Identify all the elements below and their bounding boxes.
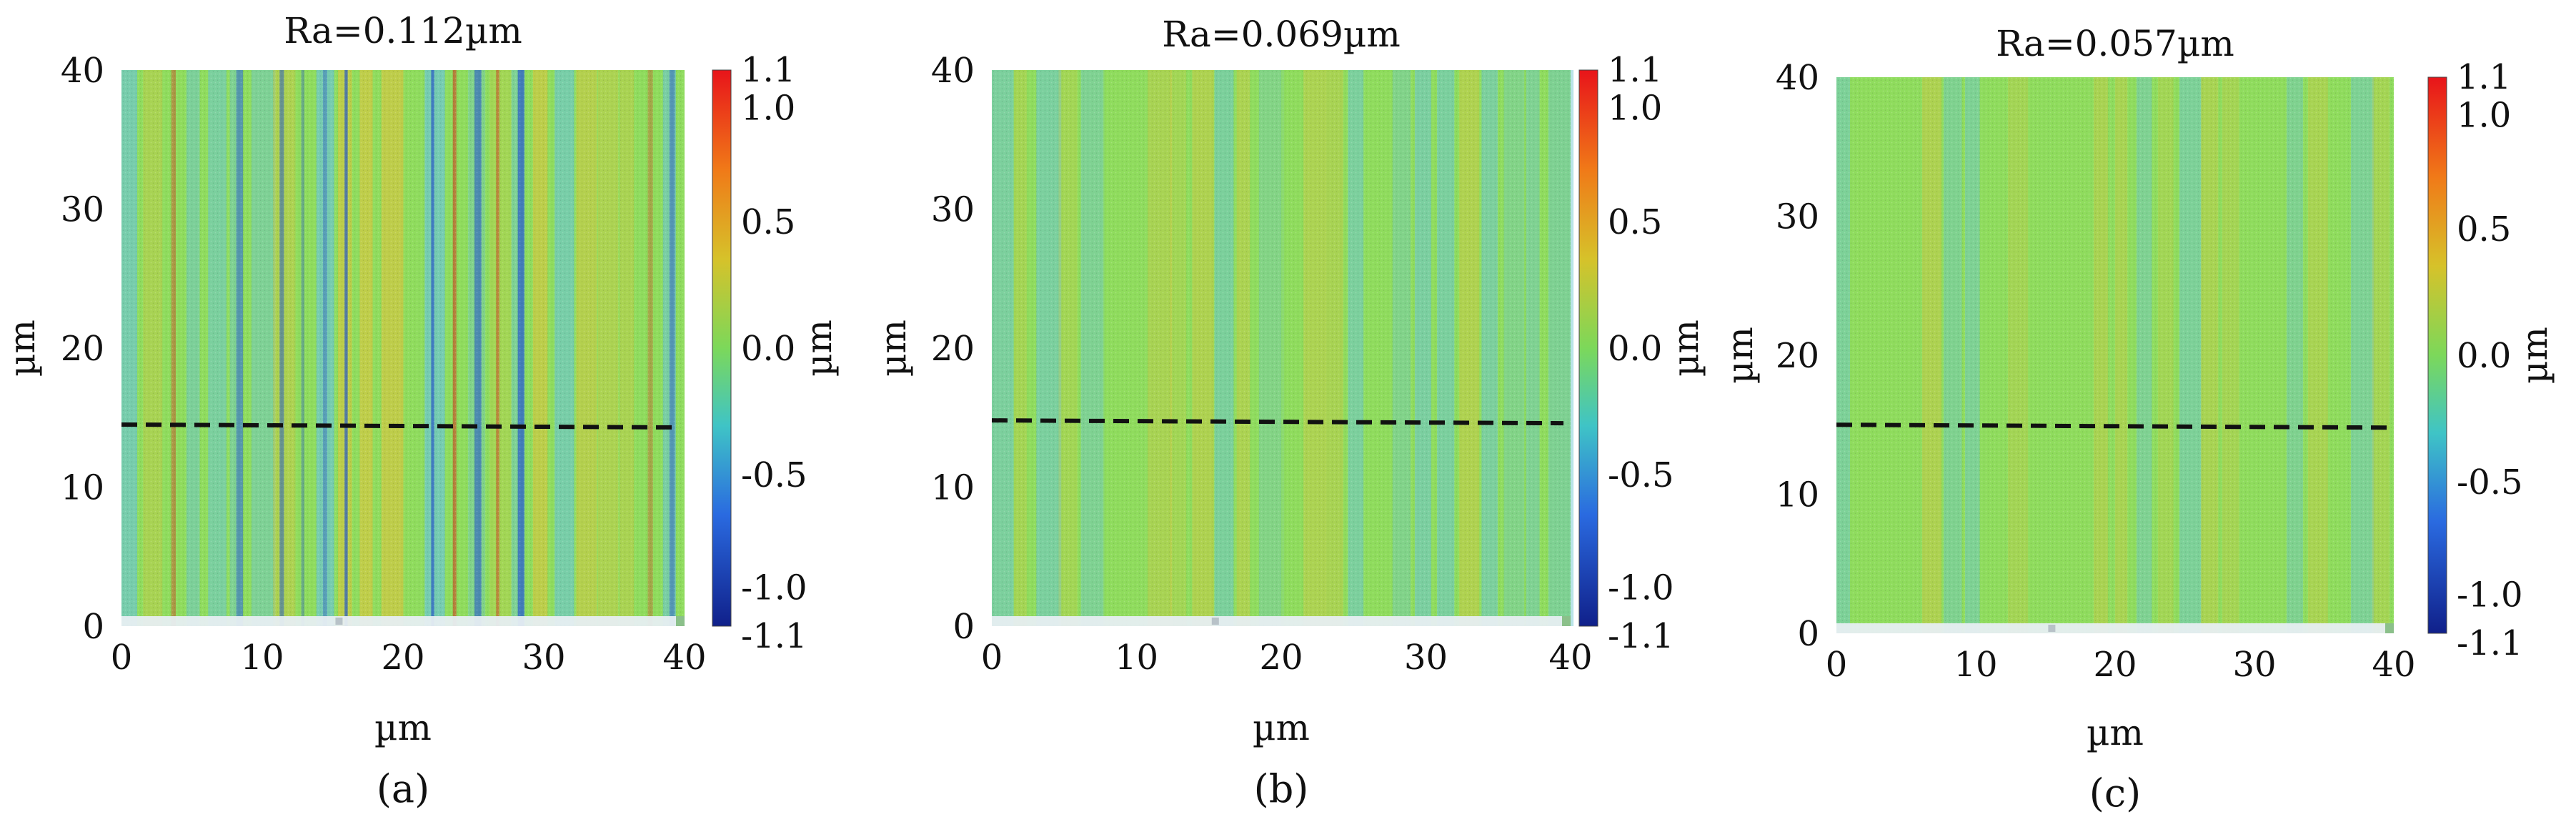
panel-title: Ra=0.112µm xyxy=(284,10,522,51)
colorbar-tick-label: 1.1 xyxy=(1608,50,1662,90)
scrollbar-track[interactable] xyxy=(121,616,685,626)
colorbar-tick-label: 0.5 xyxy=(741,202,795,242)
colorbar-tick-label: -1.1 xyxy=(1608,616,1674,656)
colorbar-tick-label: 1.0 xyxy=(1608,88,1662,128)
y-tick-label: 40 xyxy=(61,51,104,91)
panel-label: (b) xyxy=(1254,766,1309,811)
x-axis-label: µm xyxy=(2087,712,2144,753)
panel-1: Ra=0.112µm 0 10 20 30 40 0 10 20 30 40 µm µm (a) 1.11.… xyxy=(1,10,840,811)
colorbar-tick-label: -0.5 xyxy=(741,455,807,495)
y-tick-label: 0 xyxy=(1797,614,1819,654)
y-tick-label: 20 xyxy=(931,329,975,369)
panel-title: Ra=0.069µm xyxy=(1162,14,1401,55)
colorbar-tick-label: 1.1 xyxy=(741,50,795,90)
scrollbar-thumb[interactable] xyxy=(1211,618,1219,625)
x-tick-label: 30 xyxy=(522,638,565,678)
colorbar-tick-label: -1.1 xyxy=(2457,623,2523,663)
y-tick-label: 20 xyxy=(61,329,104,369)
colorbar-tick-label: -1.0 xyxy=(2457,575,2523,615)
profile-line xyxy=(991,418,1564,426)
colorbar-tick-label: 0.5 xyxy=(1608,202,1662,242)
colorbar-tick-label: 1.0 xyxy=(2457,95,2511,135)
y-tick-label: 10 xyxy=(931,468,975,508)
surface-grain xyxy=(1836,77,2394,633)
surface-heatmap xyxy=(1836,77,2394,633)
surface-grain xyxy=(121,70,685,626)
x-tick-label: 20 xyxy=(2093,645,2137,685)
y-tick-label: 40 xyxy=(931,51,975,91)
y-tick-label: 30 xyxy=(931,190,975,230)
colorbar-tick-label: -0.5 xyxy=(1608,455,1674,495)
y-tick-label: 40 xyxy=(1776,58,1819,98)
x-tick-label: 40 xyxy=(662,638,706,678)
scrollbar-corner-icon[interactable] xyxy=(2385,623,2394,633)
y-tick-label: 0 xyxy=(82,607,104,647)
colorbar-label: µm xyxy=(798,320,840,377)
y-tick-label: 30 xyxy=(1776,197,1819,237)
colorbar-tick-label: 0.5 xyxy=(2457,209,2511,249)
scrollbar-corner-icon[interactable] xyxy=(1562,616,1571,626)
x-tick-label: 30 xyxy=(2232,645,2276,685)
x-tick-label: 10 xyxy=(240,638,284,678)
panel-3: Ra=0.057µm 0 10 20 30 40 0 10 20 30 40 µm µm (c) 1.11.… xyxy=(1719,23,2555,816)
colorbar-tick-label: 1.1 xyxy=(2457,57,2511,97)
panel-2: Ra=0.069µm 0 10 20 30 40 0 10 20 30 40 µm µm (b) 1.11.… xyxy=(872,14,1706,811)
y-axis-label: µm xyxy=(872,320,914,377)
surface-heatmap xyxy=(121,70,685,626)
colorbar-tick-label: 0.0 xyxy=(1608,329,1662,369)
colorbar-tick-label: -1.0 xyxy=(741,568,807,608)
panel-title: Ra=0.057µm xyxy=(1996,23,2234,64)
profile-line xyxy=(1836,422,2387,430)
colorbar xyxy=(2427,76,2447,634)
x-tick-label: 0 xyxy=(111,638,133,678)
x-tick-label: 40 xyxy=(2372,645,2415,685)
y-tick-label: 10 xyxy=(61,468,104,508)
colorbar-tick-label: -0.5 xyxy=(2457,462,2523,502)
surface-heatmap xyxy=(992,70,1574,626)
colorbar-tick-label: 1.0 xyxy=(741,88,795,128)
scrollbar-corner-icon[interactable] xyxy=(676,616,685,626)
scrollbar-thumb[interactable] xyxy=(2048,625,2056,632)
x-tick-label: 0 xyxy=(1826,645,1848,685)
colorbar-tick-label: 0.0 xyxy=(741,329,795,369)
colorbar xyxy=(1578,69,1598,627)
colorbar-tick-label: -1.0 xyxy=(1608,568,1674,608)
scrollbar-track[interactable] xyxy=(1836,623,2394,633)
scrollbar-track[interactable] xyxy=(992,616,1571,626)
panel-label: (a) xyxy=(377,766,429,811)
colorbar-tick-label: -1.1 xyxy=(741,616,807,656)
y-axis-label: µm xyxy=(1,320,43,377)
x-tick-label: 40 xyxy=(1548,638,1592,678)
y-axis-label: µm xyxy=(1719,327,1761,384)
surface-grain xyxy=(992,70,1571,626)
x-tick-label: 10 xyxy=(1115,638,1158,678)
x-axis-label: µm xyxy=(374,707,432,748)
x-tick-label: 20 xyxy=(1259,638,1303,678)
x-tick-label: 10 xyxy=(1954,645,1997,685)
y-tick-label: 0 xyxy=(953,607,975,647)
colorbar-tick-label: 0.0 xyxy=(2457,336,2511,376)
colorbar-label: µm xyxy=(1665,320,1706,377)
x-axis-label: µm xyxy=(1253,707,1310,748)
scrollbar-thumb[interactable] xyxy=(335,618,343,625)
x-tick-label: 30 xyxy=(1404,638,1448,678)
x-tick-label: 20 xyxy=(381,638,424,678)
y-tick-label: 10 xyxy=(1776,475,1819,515)
y-tick-label: 30 xyxy=(61,190,104,230)
x-tick-label: 0 xyxy=(981,638,1003,678)
colorbar xyxy=(712,69,732,627)
profile-line xyxy=(121,422,678,430)
panel-label: (c) xyxy=(2089,771,2141,816)
colorbar-label: µm xyxy=(2514,327,2555,384)
y-tick-label: 20 xyxy=(1776,336,1819,376)
